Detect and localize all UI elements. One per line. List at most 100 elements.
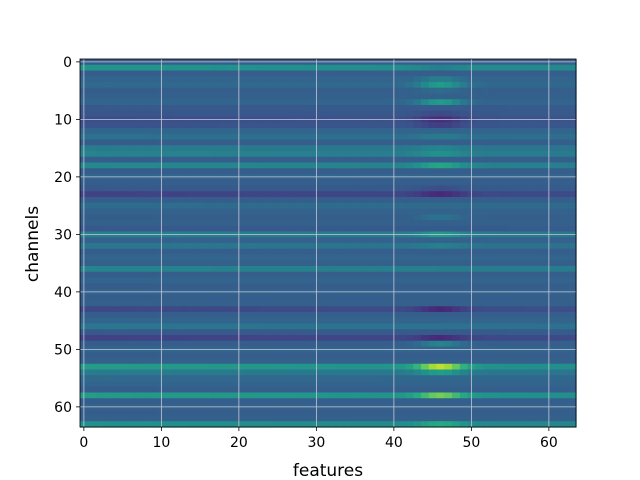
heatmap-cell: [359, 381, 368, 388]
heatmap-cell: [436, 237, 445, 244]
heatmap-cell: [126, 220, 135, 227]
heatmap-cell: [281, 340, 290, 348]
heatmap-cell: [281, 398, 290, 405]
heatmap-cell: [297, 87, 306, 95]
heatmap-cell: [514, 386, 523, 394]
heatmap-cell: [188, 208, 197, 215]
heatmap-cell: [266, 105, 275, 112]
heatmap-cell: [328, 64, 337, 72]
heatmap-cell: [266, 266, 275, 273]
heatmap-cell: [196, 248, 205, 256]
heatmap-cell: [173, 409, 182, 417]
heatmap-cell: [304, 139, 314, 146]
heatmap-cell: [529, 145, 538, 152]
heatmap-cell: [134, 220, 143, 227]
heatmap-cell: [374, 421, 383, 428]
heatmap-cell: [560, 409, 569, 417]
heatmap-cell: [382, 369, 391, 376]
heatmap-cell: [103, 202, 112, 210]
heatmap-cell: [490, 202, 500, 210]
heatmap-cell: [95, 76, 104, 83]
heatmap-cell: [436, 110, 445, 118]
heatmap-cell: [459, 243, 469, 250]
heatmap-cell: [444, 277, 453, 284]
heatmap-cell: [320, 191, 329, 198]
heatmap-cell: [304, 220, 314, 227]
heatmap-cell: [537, 409, 546, 417]
heatmap-cell: [281, 139, 290, 146]
heatmap-cell: [219, 76, 228, 83]
heatmap-cell: [180, 323, 190, 330]
heatmap-cell: [537, 248, 546, 256]
heatmap-cell: [475, 254, 484, 261]
heatmap-cell: [428, 369, 438, 376]
heatmap-cell: [436, 93, 445, 100]
x-tick-label: 60: [540, 435, 558, 451]
heatmap-cell: [173, 358, 182, 365]
heatmap-cell: [428, 352, 438, 359]
heatmap-cell: [289, 139, 298, 146]
heatmap-cell: [118, 392, 128, 399]
heatmap-cell: [452, 271, 461, 279]
heatmap-cell: [142, 381, 151, 388]
heatmap-cell: [211, 225, 221, 233]
heatmap-cell: [335, 243, 345, 250]
heatmap-cell: [328, 237, 337, 244]
heatmap-cell: [382, 156, 391, 164]
heatmap-cell: [506, 329, 515, 336]
heatmap-cell: [118, 323, 128, 330]
heatmap-cell: [328, 128, 337, 135]
heatmap-cell: [452, 70, 461, 77]
heatmap-cell: [204, 386, 213, 394]
heatmap-cell: [204, 202, 213, 210]
heatmap-cell: [498, 156, 507, 164]
heatmap-cell: [560, 64, 569, 72]
heatmap-cell: [219, 87, 228, 95]
heatmap-cell: [382, 260, 391, 267]
heatmap-cell: [297, 156, 306, 164]
heatmap-cell: [335, 381, 345, 388]
heatmap-cell: [506, 162, 515, 169]
heatmap-cell: [459, 300, 469, 307]
heatmap-cell: [111, 271, 120, 279]
heatmap-cell: [475, 237, 484, 244]
heatmap-cell: [568, 105, 577, 112]
heatmap-cell: [87, 82, 97, 89]
heatmap-cell: [397, 145, 407, 152]
heatmap-cell: [149, 191, 159, 198]
heatmap-cell: [552, 145, 562, 152]
heatmap-cell: [483, 220, 492, 227]
heatmap-cell: [568, 185, 577, 192]
heatmap-cell: [111, 99, 120, 106]
heatmap-cell: [304, 225, 314, 233]
heatmap-cell: [560, 208, 569, 215]
heatmap-cell: [297, 93, 306, 100]
heatmap-cell: [273, 185, 283, 192]
heatmap-cell: [250, 191, 259, 198]
heatmap-cell: [397, 76, 407, 83]
heatmap-cell: [95, 266, 104, 273]
heatmap-cell: [289, 145, 298, 152]
heatmap-cell: [498, 381, 507, 388]
heatmap-cell: [436, 248, 445, 256]
heatmap-cell: [343, 352, 352, 359]
heatmap-cell: [266, 237, 275, 244]
heatmap-cell: [118, 128, 128, 135]
heatmap-cell: [514, 415, 523, 422]
heatmap-cell: [413, 168, 422, 175]
heatmap-cell: [351, 283, 360, 290]
heatmap-cell: [250, 185, 259, 192]
heatmap-cell: [118, 191, 128, 198]
heatmap-cell: [351, 208, 360, 215]
heatmap-cell: [289, 202, 298, 210]
heatmap-cell: [289, 87, 298, 95]
heatmap-cell: [103, 335, 112, 342]
heatmap-cell: [211, 421, 221, 428]
heatmap-cell: [537, 179, 546, 187]
heatmap-cell: [405, 202, 414, 210]
heatmap-cell: [506, 99, 515, 106]
heatmap-cell: [297, 294, 306, 302]
heatmap-cell: [568, 300, 577, 307]
heatmap-cell: [242, 381, 252, 388]
heatmap-cell: [374, 185, 383, 192]
